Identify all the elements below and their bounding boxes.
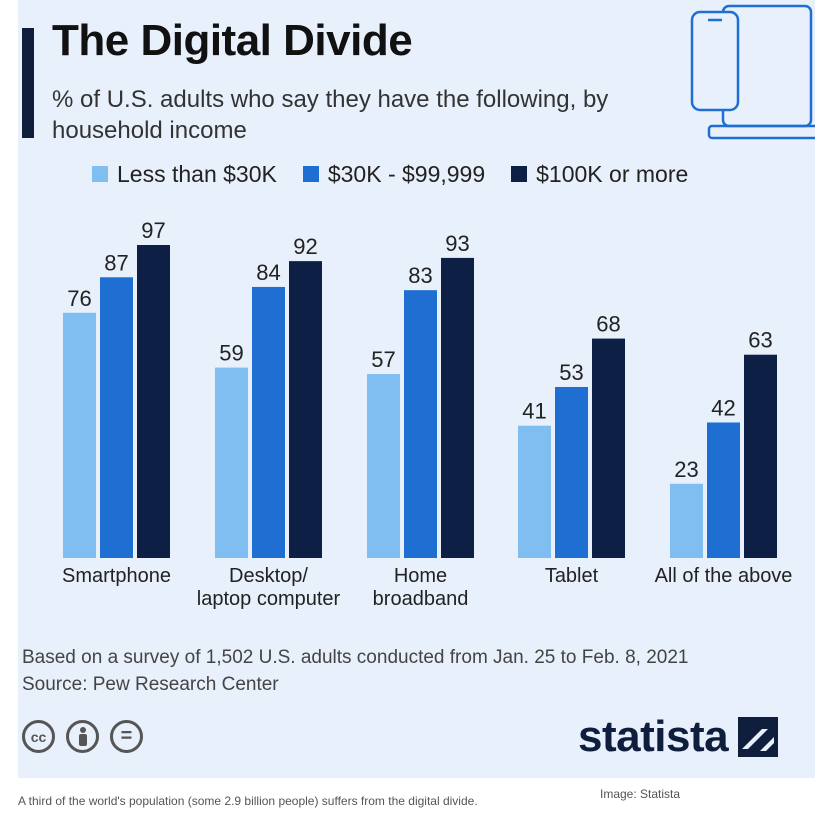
legend-item-low-income: Less than $30K xyxy=(92,161,277,188)
legend-item-high-income: $100K or more xyxy=(511,161,688,188)
statista-logo[interactable]: statista xyxy=(578,712,779,762)
data-label: 93 xyxy=(445,231,469,256)
bar xyxy=(252,286,285,558)
bar xyxy=(63,312,96,558)
chart-note: Based on a survey of 1,502 U.S. adults c… xyxy=(22,644,688,698)
data-label: 23 xyxy=(674,457,698,482)
bar xyxy=(289,261,322,558)
legend-label: $30K - $99,999 xyxy=(327,160,486,187)
category-label: Tablet xyxy=(545,565,599,587)
bar xyxy=(707,422,740,558)
brand-name: statista xyxy=(578,712,729,761)
data-label: 63 xyxy=(748,328,772,353)
data-label: 92 xyxy=(293,234,317,259)
data-label: 83 xyxy=(408,263,432,288)
chart-title: The Digital Divide xyxy=(52,16,413,65)
category-label: All of the above xyxy=(655,565,793,587)
survey-note: Based on a survey of 1,502 U.S. adults c… xyxy=(22,647,689,668)
legend-label: Less than $30K xyxy=(117,160,277,187)
source-note: Source: Pew Research Center xyxy=(22,674,279,695)
data-label: 68 xyxy=(596,312,620,337)
bar xyxy=(670,483,703,558)
bar xyxy=(744,354,777,558)
category-label: Home xyxy=(394,565,447,587)
image-caption: A third of the world's population (some … xyxy=(18,794,478,808)
title-accent-bar xyxy=(22,28,34,138)
bar xyxy=(592,338,625,558)
data-label: 53 xyxy=(559,360,583,385)
bar xyxy=(441,257,474,558)
data-label: 97 xyxy=(141,218,165,243)
category-label: Desktop/ xyxy=(229,565,308,587)
data-label: 87 xyxy=(104,250,128,275)
chart-subtitle: % of U.S. adults who say they have the f… xyxy=(52,86,609,144)
devices-icon xyxy=(690,4,815,140)
attribution-icon[interactable] xyxy=(66,720,99,753)
legend-item-mid-income: $30K - $99,999 xyxy=(302,160,486,188)
legend: Less than $30K $30K - $99,999 $100K or m… xyxy=(92,160,714,188)
category-label: laptop computer xyxy=(197,588,341,610)
image-credit: Image: Statista xyxy=(600,787,681,801)
legend-swatch xyxy=(511,166,528,182)
data-label: 57 xyxy=(371,347,395,372)
bar-chart: 76 87 97 Smartphone 59 84 92 Desktop/laptop com… xyxy=(62,218,793,610)
category-label: Smartphone xyxy=(62,565,171,587)
data-label: 76 xyxy=(67,286,91,311)
license-icons: cc = xyxy=(22,720,154,753)
data-label: 41 xyxy=(522,399,546,424)
statista-mark-icon xyxy=(738,717,779,757)
bar xyxy=(137,245,170,558)
category-label: broadband xyxy=(373,588,469,610)
data-label: 59 xyxy=(219,341,243,366)
data-label: 42 xyxy=(711,395,735,420)
bar xyxy=(518,425,551,558)
legend-swatch xyxy=(92,166,108,182)
bar xyxy=(367,374,400,558)
no-derivatives-icon[interactable]: = xyxy=(110,720,143,753)
bar xyxy=(100,277,133,558)
bar xyxy=(555,386,588,558)
data-label: 84 xyxy=(256,260,280,285)
legend-swatch xyxy=(302,166,319,182)
creative-commons-icon[interactable]: cc xyxy=(22,720,55,753)
bar xyxy=(215,367,248,558)
bar xyxy=(404,290,437,558)
legend-label: $100K or more xyxy=(536,160,689,187)
